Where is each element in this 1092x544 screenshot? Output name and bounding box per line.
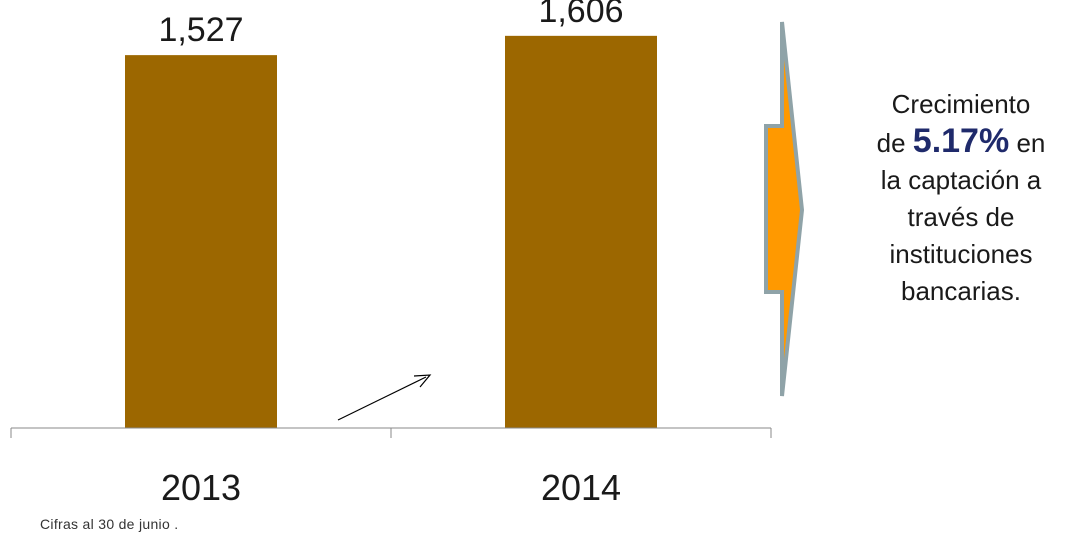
right-arrow-icon — [764, 21, 805, 397]
growth-percent: 5.17% — [912, 122, 1010, 160]
callout-line-4: través de — [907, 202, 1015, 232]
callout-line-5: instituciones — [889, 239, 1033, 269]
callout-line-1: Crecimiento — [891, 89, 1031, 119]
labels-group: 1,527 2013 1,606 2014 — [158, 0, 623, 508]
trend-arrow-icon — [337, 374, 432, 421]
callout-prefix: de — [876, 128, 906, 158]
category-label-2013: 2013 — [161, 467, 241, 508]
bar-2013 — [125, 55, 277, 429]
callout-suffix: en — [1016, 128, 1046, 158]
value-label-2014: 1,606 — [538, 0, 623, 30]
callout-line-2: de 5.17% en — [848, 123, 1074, 162]
growth-callout: Crecimiento de 5.17% en la captación a t… — [848, 86, 1074, 310]
x-axis-ticks — [10, 428, 772, 438]
callout-line-3: la captación a — [880, 165, 1042, 195]
callout-line-6: bancarias. — [901, 276, 1021, 306]
bars-group — [125, 35, 657, 429]
bar-2014 — [505, 35, 657, 428]
category-label-2014: 2014 — [541, 467, 621, 508]
footnote: Cifras al 30 de junio . — [40, 516, 179, 532]
value-label-2013: 1,527 — [158, 11, 243, 49]
